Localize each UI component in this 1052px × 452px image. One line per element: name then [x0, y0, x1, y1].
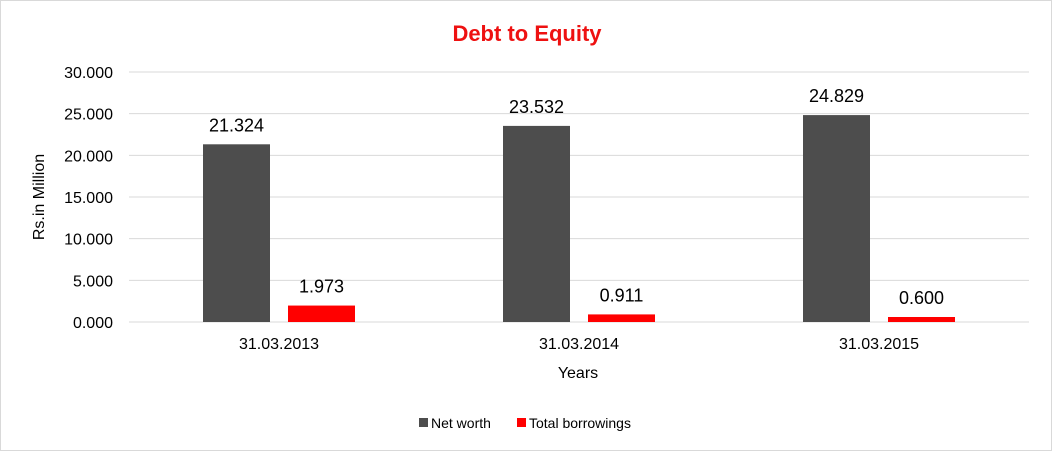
legend-swatch-net-worth [419, 418, 428, 427]
chart-title: Debt to Equity [452, 21, 602, 46]
legend: Net worth Total borrowings [419, 415, 631, 431]
y-tick-label: 10.000 [64, 232, 113, 249]
bar-net-worth [203, 144, 270, 322]
data-label: 23.532 [509, 97, 564, 117]
data-label: 0.600 [899, 288, 944, 308]
gridlines [129, 71, 1029, 323]
data-label: 21.324 [209, 115, 264, 135]
x-axis-title: Years [558, 365, 598, 382]
bar-net-worth [503, 125, 570, 323]
x-tick-label: 31.03.2013 [239, 336, 319, 353]
bar-total-borrowings [288, 305, 355, 322]
data-label: 1.973 [299, 277, 344, 297]
data-labels: 21.324 1.973 23.532 0.911 24.829 0.600 [209, 86, 944, 308]
x-tick-label: 31.03.2014 [539, 336, 619, 353]
data-label: 24.829 [809, 86, 864, 106]
y-tick-label: 5.000 [73, 273, 113, 290]
y-tick-label: 15.000 [64, 190, 113, 207]
bar-net-worth [803, 115, 870, 322]
y-tick-label: 30.000 [64, 65, 113, 82]
legend-swatch-total-borrowings [517, 418, 526, 427]
x-tick-label: 31.03.2015 [839, 336, 919, 353]
y-axis-title: Rs.in Million [31, 154, 48, 240]
y-tick-label: 25.000 [64, 107, 113, 124]
legend-label: Total borrowings [529, 415, 631, 431]
bars [203, 115, 955, 323]
legend-label: Net worth [431, 415, 491, 431]
data-label: 0.911 [600, 285, 644, 305]
bar-total-borrowings [588, 314, 655, 322]
y-tick-label: 0.000 [73, 315, 113, 332]
y-tick-labels: 0.000 5.000 10.000 15.000 20.000 25.000 30.000 [64, 65, 113, 332]
bar-total-borrowings [888, 317, 955, 322]
y-tick-label: 20.000 [64, 148, 113, 165]
x-tick-labels: 31.03.2013 31.03.2014 31.03.2015 [239, 336, 919, 353]
